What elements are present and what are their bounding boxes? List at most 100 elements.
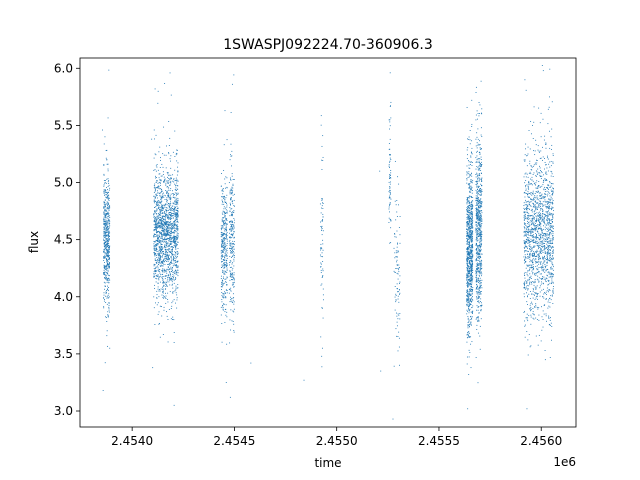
data-point <box>475 157 477 159</box>
data-point <box>156 278 158 280</box>
data-point <box>467 246 469 248</box>
data-point <box>470 250 472 251</box>
data-point <box>231 225 232 227</box>
data-point <box>537 261 539 263</box>
data-point <box>161 222 163 224</box>
data-point <box>105 265 107 267</box>
data-point <box>157 225 159 227</box>
data-point <box>173 212 175 214</box>
data-point <box>528 245 530 247</box>
data-point <box>161 226 163 228</box>
data-point <box>167 230 169 232</box>
data-point <box>477 190 479 192</box>
data-point <box>467 198 469 199</box>
data-point <box>466 177 468 179</box>
data-point <box>221 295 223 297</box>
data-point <box>467 270 469 272</box>
data-point <box>477 206 479 208</box>
data-point <box>166 191 168 193</box>
data-point <box>523 217 525 219</box>
data-point <box>164 223 166 225</box>
data-point <box>541 269 543 271</box>
data-point <box>156 215 158 217</box>
data-point <box>322 317 324 319</box>
data-point <box>471 247 473 248</box>
data-point <box>163 207 165 209</box>
data-point <box>177 254 179 256</box>
data-point <box>164 223 166 224</box>
data-point <box>468 233 470 235</box>
data-point <box>165 281 167 283</box>
data-point <box>174 188 176 190</box>
data-point <box>477 223 479 225</box>
data-point <box>156 164 158 165</box>
data-point <box>531 169 533 171</box>
data-point <box>542 156 544 158</box>
data-point <box>320 115 322 117</box>
data-point <box>176 234 178 236</box>
data-point <box>471 238 473 240</box>
data-point <box>470 236 472 238</box>
data-point <box>165 203 167 205</box>
data-point <box>174 156 176 157</box>
data-point <box>153 214 155 216</box>
data-point <box>161 195 163 197</box>
data-point <box>467 244 469 245</box>
data-point <box>107 220 109 222</box>
data-point <box>470 212 472 214</box>
data-point <box>395 204 397 206</box>
data-point <box>478 229 480 231</box>
data-point <box>230 154 231 156</box>
data-point <box>172 197 174 198</box>
data-point <box>467 209 469 211</box>
data-point <box>470 304 472 306</box>
data-point <box>399 242 401 244</box>
data-point <box>109 220 111 222</box>
data-point <box>390 227 392 229</box>
data-point <box>158 311 160 313</box>
data-point <box>467 260 468 262</box>
data-point <box>470 252 472 253</box>
data-point <box>467 333 469 335</box>
data-point <box>469 266 471 268</box>
data-point <box>170 239 172 241</box>
data-point <box>536 252 538 254</box>
data-point <box>107 314 109 316</box>
data-point <box>476 305 478 307</box>
data-point <box>222 280 224 282</box>
data-point <box>221 281 223 283</box>
data-point <box>108 239 110 241</box>
data-point <box>547 279 549 281</box>
data-point <box>230 251 232 253</box>
data-point <box>167 319 169 320</box>
data-point <box>477 138 479 140</box>
data-point <box>171 260 173 261</box>
data-point <box>157 212 159 214</box>
data-point <box>162 291 163 293</box>
data-point <box>226 284 228 286</box>
data-point <box>467 294 469 296</box>
data-point <box>395 299 397 301</box>
data-point <box>479 165 481 167</box>
data-point <box>226 219 228 221</box>
data-point <box>162 297 164 299</box>
data-point <box>164 213 166 215</box>
data-point <box>527 227 529 229</box>
data-point <box>480 191 482 193</box>
data-point <box>170 218 172 220</box>
data-point <box>155 193 157 195</box>
data-point <box>105 253 107 255</box>
data-point <box>481 217 483 219</box>
data-point <box>471 125 473 127</box>
data-point <box>527 239 529 241</box>
data-point <box>394 286 396 287</box>
data-point <box>159 195 161 197</box>
data-point <box>466 232 468 234</box>
data-point <box>475 259 477 261</box>
data-point <box>108 258 109 260</box>
data-point <box>162 252 164 254</box>
data-point <box>158 225 160 227</box>
data-point <box>226 265 228 267</box>
data-point <box>165 243 167 245</box>
data-point <box>470 214 472 215</box>
